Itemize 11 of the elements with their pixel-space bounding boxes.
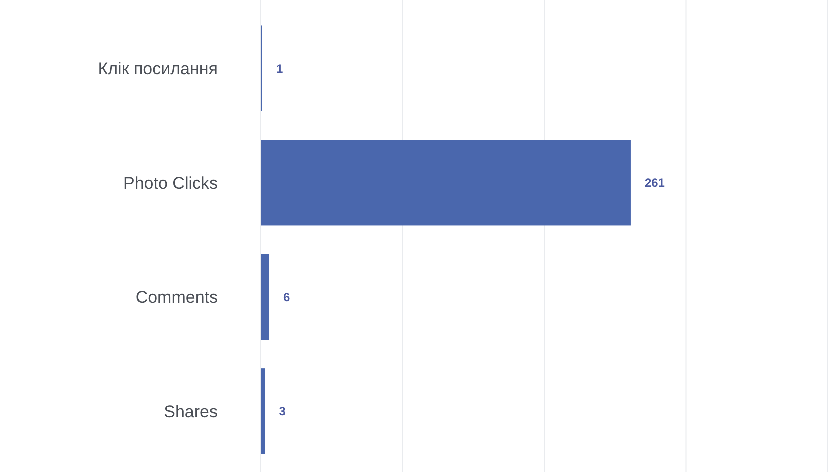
y-tick-label: Клік посилання (98, 60, 218, 79)
data-label: 6 (284, 290, 291, 304)
data-label: 3 (279, 404, 286, 419)
bar (261, 368, 266, 454)
bar (261, 140, 631, 226)
data-label: 1 (276, 62, 284, 76)
y-tick-label: Comments (136, 288, 218, 308)
bar (261, 254, 270, 340)
data-label: 261 (644, 176, 666, 190)
y-tick-label: Photo Clicks (124, 174, 218, 193)
y-tick-label: Shares (164, 402, 218, 422)
